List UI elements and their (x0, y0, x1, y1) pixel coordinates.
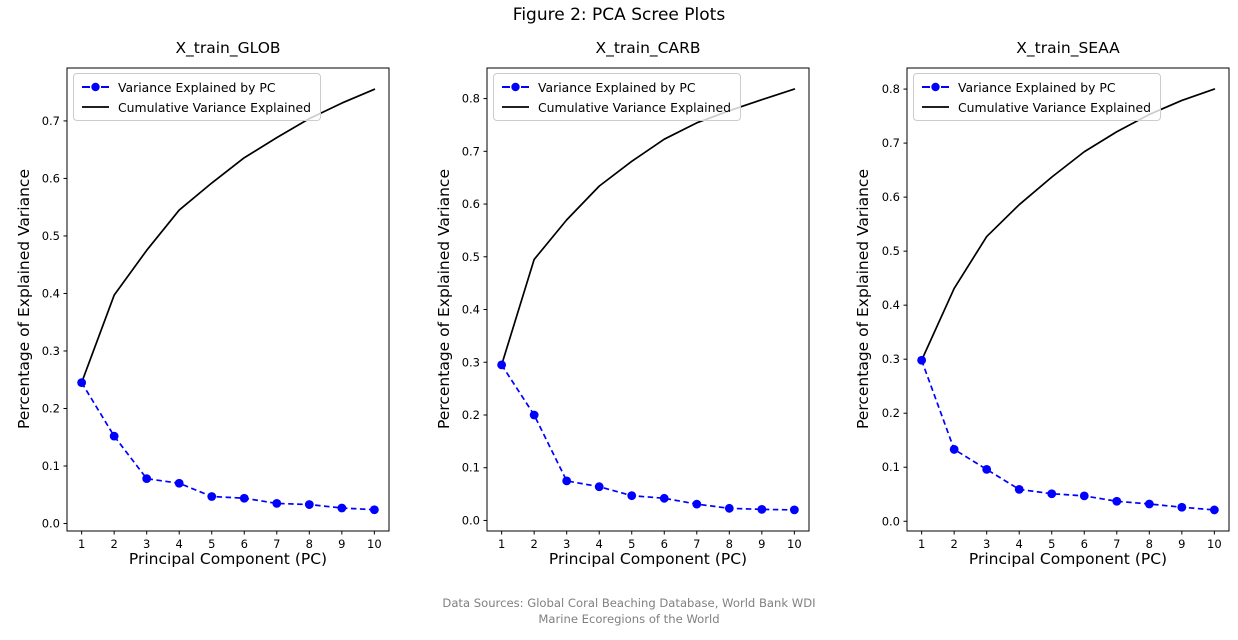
footer-line-2: Marine Ecoregions of the World (538, 612, 720, 626)
svg-text:3: 3 (983, 537, 990, 551)
variance-line-swatch-icon (82, 82, 109, 92)
svg-text:4: 4 (596, 537, 603, 551)
subplot-glob-xlabel: Principal Component (PC) (128, 550, 328, 568)
svg-text:0.6: 0.6 (42, 171, 60, 185)
svg-text:7: 7 (273, 537, 280, 551)
subplot-seaa-xlabel: Principal Component (PC) (968, 550, 1168, 568)
svg-text:0.7: 0.7 (462, 144, 480, 158)
variance-line-swatch-icon (922, 82, 949, 92)
svg-text:0.2: 0.2 (462, 408, 480, 422)
subplot-carb-xlabel: Principal Component (PC) (548, 550, 748, 568)
svg-text:2: 2 (530, 537, 537, 551)
svg-text:9: 9 (758, 537, 765, 551)
subplot-carb-title: X_train_CARB (595, 39, 701, 57)
legend-item-cumulative: Cumulative Variance Explained (501, 97, 731, 117)
svg-text:5: 5 (628, 537, 635, 551)
svg-text:0.3: 0.3 (882, 352, 900, 366)
svg-text:4: 4 (176, 537, 183, 551)
svg-text:0.8: 0.8 (882, 82, 900, 96)
svg-text:0.7: 0.7 (42, 114, 60, 128)
figure-title: Figure 2: PCA Scree Plots (512, 5, 726, 25)
svg-text:0.3: 0.3 (42, 344, 60, 358)
svg-text:0.1: 0.1 (462, 461, 480, 475)
svg-text:0.6: 0.6 (462, 197, 480, 211)
svg-text:0.5: 0.5 (462, 250, 480, 264)
subplot-seaa-legend: Variance Explained by PC Cumulative Vari… (913, 73, 1161, 121)
legend-item-variance: Variance Explained by PC (81, 77, 311, 97)
variance-line-swatch-icon (502, 82, 529, 92)
svg-text:10: 10 (367, 537, 382, 551)
subplot-glob-title: X_train_GLOB (175, 39, 281, 57)
subplot-carb-legend: Variance Explained by PC Cumulative Vari… (493, 73, 741, 121)
svg-text:0.5: 0.5 (42, 229, 60, 243)
svg-text:7: 7 (693, 537, 700, 551)
svg-text:0.4: 0.4 (42, 286, 60, 300)
svg-text:0.7: 0.7 (882, 136, 900, 150)
svg-text:5: 5 (1048, 537, 1055, 551)
svg-text:1: 1 (498, 537, 505, 551)
svg-text:3: 3 (563, 537, 570, 551)
subplot-carb-ylabel: Percentage of Explained Variance (435, 169, 453, 430)
subplot-glob-ylabel: Percentage of Explained Variance (15, 169, 33, 430)
svg-text:8: 8 (1146, 537, 1153, 551)
svg-text:10: 10 (1207, 537, 1222, 551)
subplot-seaa-ylabel: Percentage of Explained Variance (854, 169, 872, 430)
svg-text:9: 9 (1178, 537, 1185, 551)
svg-text:0.6: 0.6 (882, 190, 900, 204)
cumulative-line-swatch-icon (922, 106, 949, 108)
legend-label-variance: Variance Explained by PC (538, 79, 696, 95)
svg-text:10: 10 (787, 537, 802, 551)
svg-text:1: 1 (918, 537, 925, 551)
subplot-seaa-title: X_train_SEAA (1016, 39, 1120, 57)
svg-text:2: 2 (950, 537, 957, 551)
svg-text:0.4: 0.4 (462, 303, 480, 317)
svg-text:5: 5 (208, 537, 215, 551)
svg-text:6: 6 (241, 537, 248, 551)
legend-item-cumulative: Cumulative Variance Explained (921, 97, 1151, 117)
svg-text:7: 7 (1113, 537, 1120, 551)
svg-text:0.3: 0.3 (462, 355, 480, 369)
svg-text:4: 4 (1016, 537, 1023, 551)
legend-label-cumulative: Cumulative Variance Explained (958, 99, 1151, 115)
footer-line-1: Data Sources: Global Coral Beaching Data… (442, 596, 816, 610)
legend-label-variance: Variance Explained by PC (118, 79, 276, 95)
svg-text:2: 2 (110, 537, 117, 551)
svg-text:1: 1 (78, 537, 85, 551)
svg-text:0.2: 0.2 (882, 406, 900, 420)
legend-label-cumulative: Cumulative Variance Explained (538, 99, 731, 115)
svg-text:6: 6 (661, 537, 668, 551)
svg-text:0.8: 0.8 (462, 92, 480, 106)
svg-text:0.2: 0.2 (42, 401, 60, 415)
subplot-glob-legend: Variance Explained by PC Cumulative Vari… (73, 73, 321, 121)
svg-text:0.0: 0.0 (42, 517, 60, 531)
legend-item-variance: Variance Explained by PC (501, 77, 731, 97)
cumulative-line-swatch-icon (82, 106, 109, 108)
svg-text:9: 9 (338, 537, 345, 551)
svg-text:8: 8 (306, 537, 313, 551)
legend-label-variance: Variance Explained by PC (958, 79, 1116, 95)
svg-text:6: 6 (1081, 537, 1088, 551)
svg-text:3: 3 (143, 537, 150, 551)
svg-text:0.5: 0.5 (882, 244, 900, 258)
svg-text:0.0: 0.0 (462, 513, 480, 527)
svg-text:0.4: 0.4 (882, 298, 900, 312)
svg-text:0.1: 0.1 (42, 459, 60, 473)
legend-item-cumulative: Cumulative Variance Explained (81, 97, 311, 117)
svg-text:0.1: 0.1 (882, 460, 900, 474)
svg-text:8: 8 (726, 537, 733, 551)
legend-label-cumulative: Cumulative Variance Explained (118, 99, 311, 115)
svg-text:0.0: 0.0 (882, 514, 900, 528)
cumulative-line-swatch-icon (502, 106, 529, 108)
legend-item-variance: Variance Explained by PC (921, 77, 1151, 97)
